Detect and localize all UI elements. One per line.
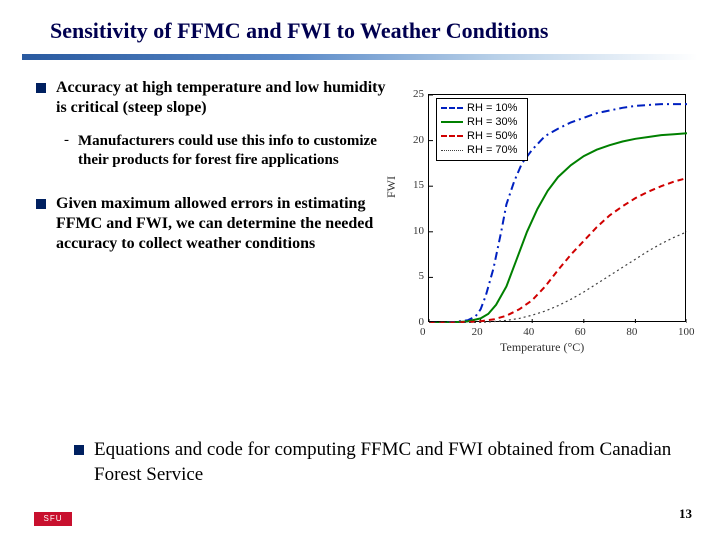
- bottom-bullet-area: Equations and code for computing FFMC an…: [0, 420, 720, 487]
- legend-line-icon: [441, 107, 463, 109]
- slide-title: Sensitivity of FFMC and FWI to Weather C…: [0, 0, 720, 54]
- left-column: Accuracy at high temperature and low hum…: [36, 78, 392, 268]
- chart-legend: RH = 10% RH = 30% RH = 50% RH = 70%: [436, 98, 528, 161]
- square-bullet-icon: [74, 445, 84, 455]
- legend-line-icon: [441, 121, 463, 123]
- x-tick-label: 80: [626, 326, 637, 338]
- y-tick-label: 20: [400, 134, 424, 146]
- legend-line-icon: [441, 150, 463, 151]
- y-tick-label: 15: [400, 179, 424, 191]
- legend-item: RH = 70%: [441, 143, 523, 157]
- page-number: 13: [679, 506, 692, 522]
- x-tick-label: 0: [420, 326, 426, 338]
- legend-label: RH = 50%: [467, 130, 517, 142]
- bullet-1-text: Accuracy at high temperature and low hum…: [56, 78, 386, 118]
- y-axis-label: FWI: [384, 176, 399, 198]
- legend-label: RH = 10%: [467, 102, 517, 114]
- square-bullet-icon: [36, 83, 46, 93]
- fwi-chart: RH = 10% RH = 30% RH = 50% RH = 70% FWI Tem…: [380, 88, 700, 353]
- y-tick-label: 10: [400, 225, 424, 237]
- x-axis-label: Temperature (°C): [500, 340, 584, 355]
- sub-bullet-1: - Manufacturers could use this info to c…: [64, 132, 386, 170]
- x-tick-label: 100: [678, 326, 695, 338]
- bullet-item-1: Accuracy at high temperature and low hum…: [36, 78, 386, 118]
- x-tick-label: 60: [575, 326, 586, 338]
- legend-item: RH = 30%: [441, 115, 523, 129]
- x-tick-label: 20: [472, 326, 483, 338]
- bullet-3-text: Equations and code for computing FFMC an…: [94, 438, 680, 487]
- sub-bullet-1-text: Manufacturers could use this info to cus…: [78, 132, 386, 170]
- square-bullet-icon: [36, 199, 46, 209]
- dash-bullet-icon: -: [64, 132, 78, 170]
- x-tick-label: 40: [523, 326, 534, 338]
- bullet-item-2: Given maximum allowed errors in estimati…: [36, 194, 386, 254]
- bullet-2-text: Given maximum allowed errors in estimati…: [56, 194, 386, 254]
- legend-line-icon: [441, 135, 463, 137]
- y-tick-label: 5: [400, 270, 424, 282]
- y-tick-label: 25: [400, 88, 424, 100]
- legend-item: RH = 50%: [441, 129, 523, 143]
- legend-label: RH = 70%: [467, 144, 517, 156]
- legend-label: RH = 30%: [467, 116, 517, 128]
- sfu-logo: SFU: [34, 512, 72, 526]
- legend-item: RH = 10%: [441, 101, 523, 115]
